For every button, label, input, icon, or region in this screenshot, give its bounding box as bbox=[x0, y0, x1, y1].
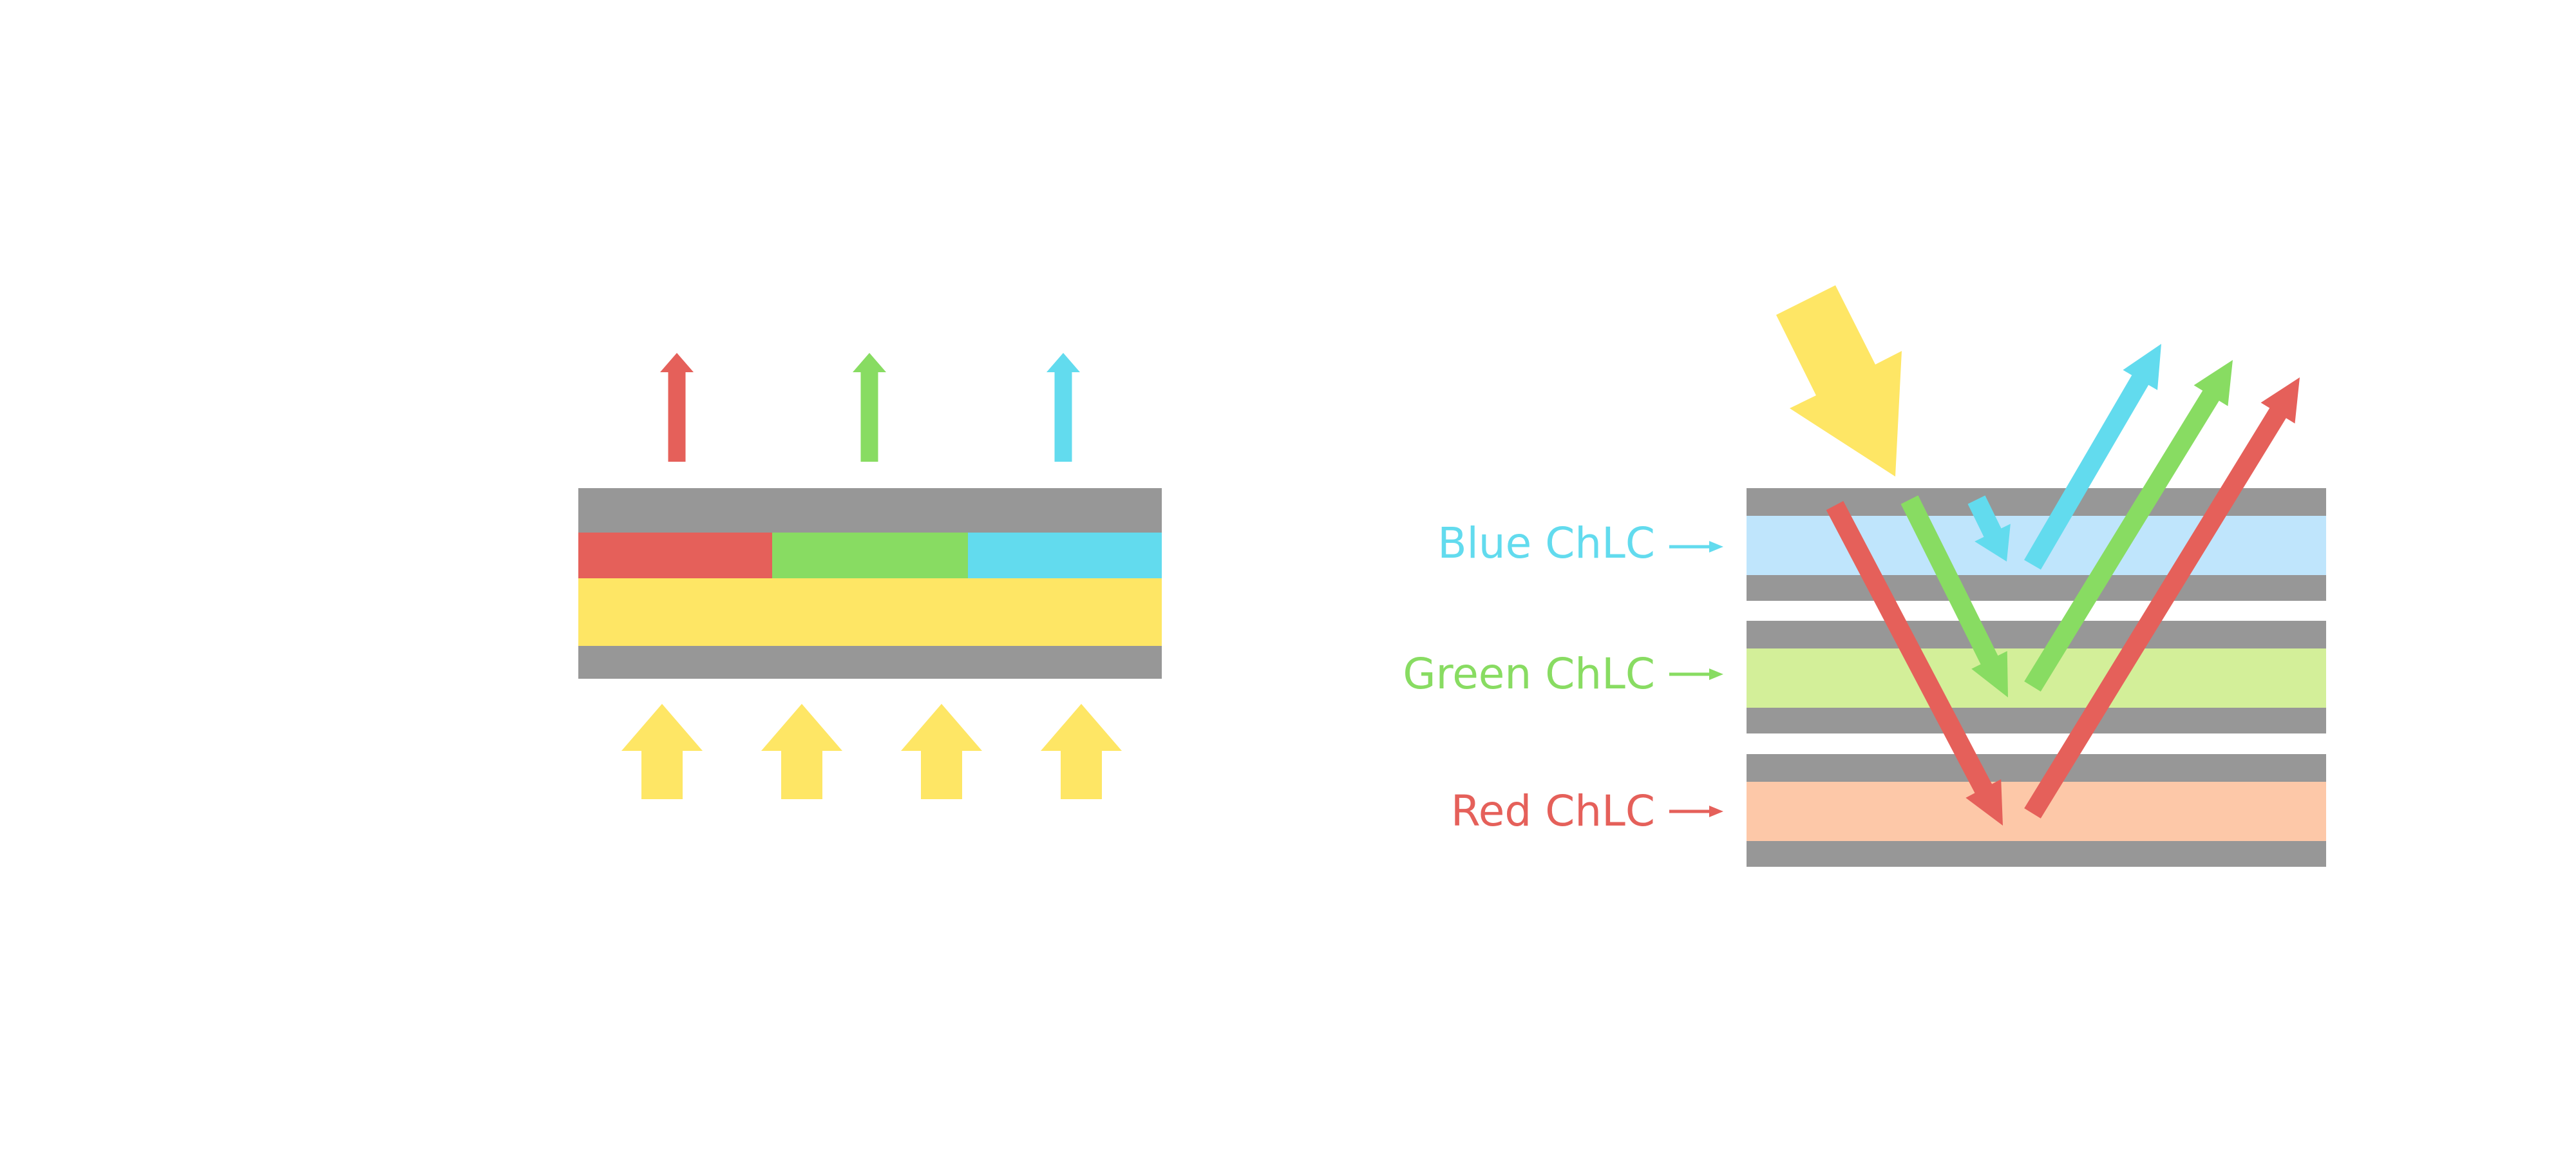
backlight-arrow bbox=[621, 704, 703, 799]
blue-reflected-ray bbox=[2024, 344, 2161, 570]
label-pointer-arrow bbox=[1669, 668, 1723, 680]
label-pointer-arrow bbox=[1669, 541, 1723, 553]
incident-light-arrow bbox=[1776, 285, 1902, 477]
green-incident-ray bbox=[1900, 495, 2008, 697]
substrate bbox=[1747, 575, 2326, 601]
red-emitted-light-arrow bbox=[660, 353, 694, 462]
backlight-arrow bbox=[901, 704, 982, 799]
bottom-substrate bbox=[578, 646, 1162, 679]
green-emitted-light-arrow bbox=[853, 353, 886, 462]
red-incident-ray bbox=[1826, 501, 2003, 826]
backlight-arrow bbox=[1041, 704, 1122, 799]
backlight-layer bbox=[578, 578, 1162, 646]
green-reflected-ray bbox=[2024, 360, 2233, 692]
color-filter-display-diagram bbox=[578, 353, 1162, 799]
blue-incident-ray bbox=[1967, 495, 2011, 562]
blue-filter bbox=[968, 533, 1162, 578]
substrate bbox=[1747, 841, 2326, 867]
substrate bbox=[1747, 754, 2326, 782]
backlight-arrow bbox=[761, 704, 842, 799]
chlc-stack-diagram bbox=[1669, 285, 2326, 867]
green-chlc-label: Green ChLC bbox=[1403, 649, 1655, 699]
top-substrate bbox=[578, 488, 1162, 533]
red-chlc-label: Red ChLC bbox=[1451, 786, 1655, 836]
substrate bbox=[1747, 708, 2326, 733]
label-pointer-arrow bbox=[1669, 806, 1723, 817]
blue-chlc-label: Blue ChLC bbox=[1437, 518, 1655, 568]
red-filter bbox=[578, 533, 773, 578]
blue-emitted-light-arrow bbox=[1046, 353, 1080, 462]
red-reflected-ray bbox=[2024, 377, 2300, 818]
green-filter bbox=[772, 533, 968, 578]
substrate bbox=[1747, 621, 2326, 648]
